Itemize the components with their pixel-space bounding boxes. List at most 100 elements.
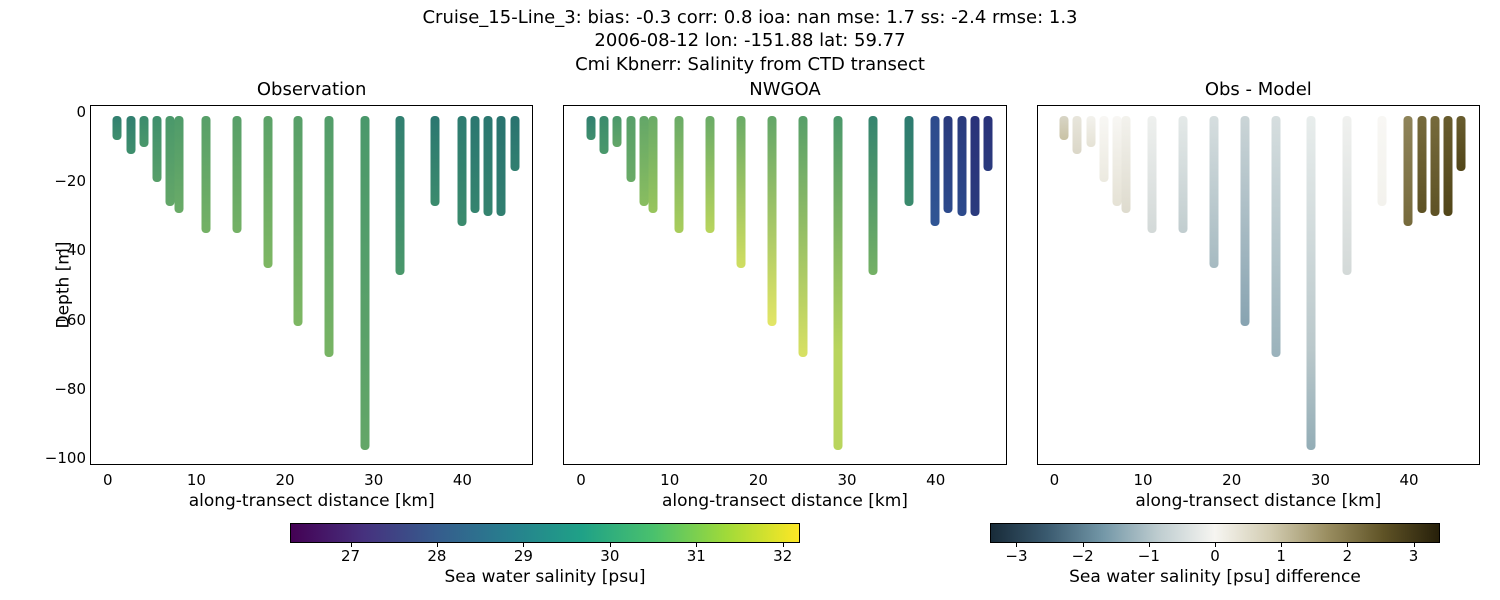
colorbar-gradient-difference <box>990 523 1440 543</box>
suptitle-line2: 2006-08-12 lon: -151.88 lat: 59.77 <box>0 29 1500 52</box>
profile-observation-4 <box>166 116 175 206</box>
profile-observation-10 <box>325 116 334 357</box>
xtick-label: 30 <box>1311 471 1330 489</box>
xtick-mark <box>935 464 936 465</box>
profile-diff-18 <box>1457 116 1466 171</box>
xtick-mark <box>462 464 463 465</box>
xtick-mark <box>670 464 671 465</box>
profile-nwgoa-1 <box>600 116 609 154</box>
cbar-tick-label: −1 <box>1138 547 1160 565</box>
profile-diff-1 <box>1073 116 1082 154</box>
xtick-label: 30 <box>364 471 383 489</box>
ytick-mark <box>563 388 564 389</box>
cbar-tick-label: 31 <box>687 547 706 565</box>
xtick-mark <box>582 464 583 465</box>
profile-diff-5 <box>1121 116 1130 212</box>
plot-area-observation <box>90 105 533 465</box>
xtick-mark <box>285 464 286 465</box>
profile-observation-18 <box>510 116 519 171</box>
profile-diff-0 <box>1060 116 1069 140</box>
xtick-mark <box>1408 464 1409 465</box>
xtick-label: 20 <box>749 471 768 489</box>
profile-nwgoa-16 <box>957 116 966 216</box>
cbar-tick-label: 0 <box>1210 547 1220 565</box>
cbar-tick-label: −2 <box>1072 547 1094 565</box>
xtick-label: 20 <box>1222 471 1241 489</box>
xtick-mark <box>373 464 374 465</box>
profile-observation-5 <box>175 116 184 212</box>
profile-nwgoa-6 <box>675 116 684 233</box>
profile-nwgoa-3 <box>626 116 635 181</box>
panel-nwgoa: NWGOA010203040along-transect distance [k… <box>563 105 1006 465</box>
profile-observation-15 <box>470 116 479 212</box>
ytick-mark <box>90 182 91 183</box>
ytick-mark <box>563 113 564 114</box>
profile-observation-16 <box>484 116 493 216</box>
xtick-label: 30 <box>838 471 857 489</box>
suptitle-line3: Cmi Kbnerr: Salinity from CTD transect <box>0 53 1500 76</box>
profile-diff-10 <box>1271 116 1280 357</box>
cbar-tick-label: −3 <box>1005 547 1027 565</box>
profile-observation-3 <box>153 116 162 181</box>
xtick-label: 10 <box>1134 471 1153 489</box>
profile-diff-15 <box>1417 116 1426 212</box>
xlabel: along-transect distance [km] <box>563 491 1006 511</box>
profile-observation-17 <box>497 116 506 216</box>
profile-observation-2 <box>139 116 148 147</box>
profile-diff-9 <box>1241 116 1250 326</box>
colorbar-salinity: 272829303132Sea water salinity [psu] <box>290 523 800 593</box>
profile-diff-2 <box>1086 116 1095 147</box>
profile-nwgoa-15 <box>944 116 953 212</box>
ytick-mark <box>90 388 91 389</box>
ytick-mark <box>1037 182 1038 183</box>
panel-title-nwgoa: NWGOA <box>563 79 1006 100</box>
colorbar-difference: −3−2−10123Sea water salinity [psu] diffe… <box>990 523 1440 593</box>
xtick-mark <box>847 464 848 465</box>
suptitle: Cruise_15-Line_3: bias: -0.3 corr: 0.8 i… <box>0 6 1500 76</box>
suptitle-line1: Cruise_15-Line_3: bias: -0.3 corr: 0.8 i… <box>0 6 1500 29</box>
xtick-label: 0 <box>1050 471 1060 489</box>
xlabel: along-transect distance [km] <box>1037 491 1480 511</box>
plot-area-nwgoa <box>563 105 1006 465</box>
profile-diff-7 <box>1179 116 1188 233</box>
profile-observation-0 <box>113 116 122 140</box>
ytick-mark <box>1037 251 1038 252</box>
ytick-label: −100 <box>45 449 86 467</box>
ytick-label: −20 <box>54 172 86 190</box>
profile-diff-8 <box>1210 116 1219 267</box>
profile-diff-16 <box>1430 116 1439 216</box>
profile-diff-12 <box>1342 116 1351 274</box>
ytick-mark <box>1037 319 1038 320</box>
cbar-tick-label: 27 <box>341 547 360 565</box>
cbar-tick-label: 30 <box>600 547 619 565</box>
profile-nwgoa-8 <box>736 116 745 267</box>
profile-nwgoa-17 <box>970 116 979 216</box>
xtick-label: 40 <box>926 471 945 489</box>
profile-nwgoa-11 <box>833 116 842 450</box>
xtick-label: 0 <box>103 471 113 489</box>
cbar-tick-label: 29 <box>514 547 533 565</box>
colorbar-label-difference: Sea water salinity [psu] difference <box>990 567 1440 587</box>
panel-title-diff: Obs - Model <box>1037 79 1480 100</box>
ytick-mark <box>1037 457 1038 458</box>
profile-nwgoa-5 <box>648 116 657 212</box>
xtick-label: 40 <box>1400 471 1419 489</box>
profile-observation-14 <box>457 116 466 226</box>
ytick-mark <box>563 319 564 320</box>
profile-observation-13 <box>431 116 440 206</box>
xtick-mark <box>1055 464 1056 465</box>
ytick-mark <box>563 182 564 183</box>
xtick-label: 10 <box>660 471 679 489</box>
profile-nwgoa-14 <box>931 116 940 226</box>
profile-diff-13 <box>1377 116 1386 206</box>
profile-observation-8 <box>263 116 272 267</box>
panel-diff: Obs - Model010203040along-transect dista… <box>1037 105 1480 465</box>
xtick-mark <box>197 464 198 465</box>
xtick-label: 10 <box>187 471 206 489</box>
profile-nwgoa-12 <box>869 116 878 274</box>
profile-nwgoa-13 <box>904 116 913 206</box>
colorbar-label-salinity: Sea water salinity [psu] <box>290 567 800 587</box>
profile-nwgoa-18 <box>984 116 993 171</box>
profile-nwgoa-10 <box>798 116 807 357</box>
cbar-tick-label: 2 <box>1343 547 1353 565</box>
